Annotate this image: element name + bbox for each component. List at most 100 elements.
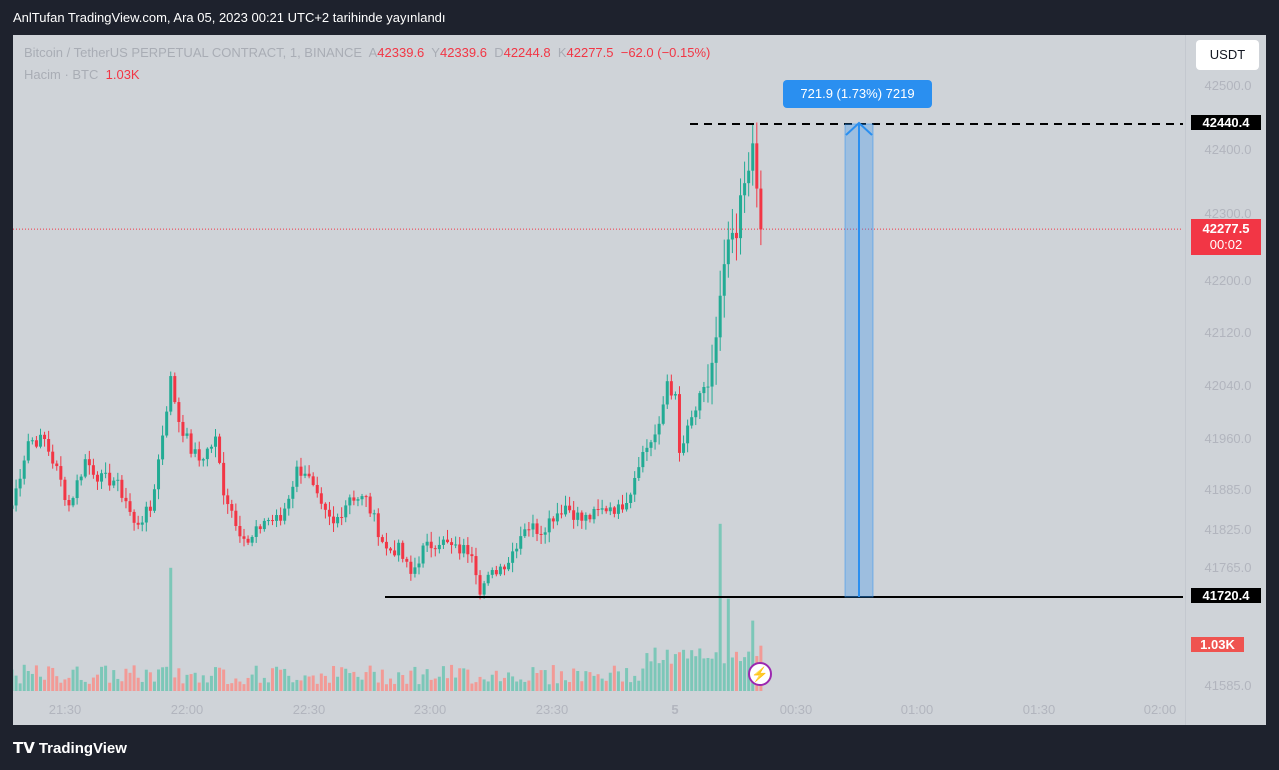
volume-bar [299, 680, 303, 691]
candle-body [152, 489, 156, 511]
chart-panel[interactable]: Bitcoin / TetherUS PERPETUAL CONTRACT, 1… [13, 35, 1266, 725]
volume-bar [291, 682, 295, 691]
price-axis-label: 42120.0 [1204, 325, 1252, 340]
candle-body [718, 295, 722, 338]
volume-bar [559, 671, 563, 691]
candle-body [478, 575, 482, 595]
symbol-name[interactable]: Bitcoin / TetherUS PERPETUAL CONTRACT, 1… [24, 45, 363, 60]
volume-bar [201, 675, 205, 691]
candle-body [116, 479, 120, 481]
candle-body [576, 512, 580, 520]
volume-bar [621, 681, 624, 691]
candle-body [344, 505, 348, 518]
lightning-icon[interactable]: ⚡ [748, 662, 772, 686]
candle-body [677, 394, 681, 453]
ohlc-legend: Bitcoin / TetherUS PERPETUAL CONTRACT, 1… [24, 45, 710, 60]
candle-body [649, 442, 653, 448]
candle-body [71, 498, 75, 506]
time-axis-label: 22:00 [170, 702, 204, 717]
candle-body [702, 386, 706, 394]
volume-bar [417, 684, 421, 691]
high-value: 42339.6 [439, 45, 487, 60]
candle-body [694, 410, 698, 418]
volume-bar [22, 664, 26, 691]
candle-body [348, 497, 352, 506]
candle-body [144, 506, 148, 523]
volume-bar [340, 667, 344, 691]
volume-bar [181, 683, 185, 691]
candle-body [332, 516, 336, 524]
volume-bar [669, 663, 673, 691]
candle-body [751, 143, 755, 171]
low-value: 42244.8 [503, 45, 551, 60]
volume-bar [332, 665, 336, 691]
time-axis-label: 23:30 [535, 702, 569, 717]
candle-body [368, 496, 372, 514]
volume-bar [722, 663, 726, 691]
volume-bar [218, 667, 222, 691]
volume-bar [466, 669, 470, 691]
volume-bar [209, 675, 213, 691]
volume-bar [718, 523, 722, 691]
candle-body [673, 394, 677, 396]
time-axis-label: 02:00 [1143, 702, 1177, 717]
candle-body [136, 522, 140, 525]
candle-body [384, 541, 388, 549]
candle-body [376, 513, 380, 538]
candle-body [608, 507, 612, 512]
volume-bar [161, 667, 165, 691]
volume-bar [193, 672, 197, 691]
volume-bar [372, 671, 376, 691]
volume-bar [564, 680, 568, 691]
volume-bar [13, 669, 14, 691]
volume-bar [462, 668, 466, 691]
price-axis-divider [1185, 35, 1186, 725]
candle-body [397, 542, 401, 556]
candle-body [189, 433, 193, 454]
volume-bar [600, 678, 604, 691]
candle-body [283, 508, 287, 521]
volume-bar [478, 676, 482, 691]
volume-bar [568, 682, 572, 691]
candle-body [108, 472, 112, 486]
candle-body [323, 503, 327, 510]
volume-bar [222, 669, 226, 691]
candle-body [710, 362, 714, 387]
candle-body [258, 526, 262, 530]
time-axis-label: 5 [671, 702, 679, 717]
candle-body [128, 501, 132, 512]
tradingview-logo[interactable]: 𝗧𝗩 TradingView [13, 739, 127, 758]
volume-bar [413, 666, 417, 691]
close-label: K [557, 45, 567, 60]
volume-bar [665, 649, 669, 691]
currency-button[interactable]: USDT [1196, 40, 1259, 70]
volume-bar [258, 682, 262, 691]
candle-body [275, 515, 279, 521]
volume-bar [352, 671, 356, 691]
volume-bar [270, 668, 274, 691]
volume-bar [295, 679, 299, 691]
candle-body [653, 434, 657, 443]
volume-bar [677, 652, 681, 691]
candle-body [393, 550, 397, 556]
volume-bar [368, 665, 372, 691]
candle-body [51, 451, 55, 464]
high-label: Y [431, 45, 440, 60]
volume-label[interactable]: Hacim · BTC [24, 67, 99, 82]
candle-body [755, 143, 759, 189]
candle-body [214, 436, 217, 447]
volume-bar [108, 682, 112, 691]
price-axis-label: 42300.0 [1204, 206, 1252, 221]
candle-body [527, 529, 531, 531]
candle-body [14, 488, 18, 506]
volume-bar [686, 658, 690, 691]
price-chart[interactable] [13, 35, 1266, 725]
volume-bar [612, 665, 616, 691]
candle-body [722, 264, 726, 296]
volume-bar [307, 676, 311, 691]
candle-body [682, 443, 686, 453]
volume-bar [698, 648, 702, 691]
volume-bar [87, 683, 91, 691]
candle-body [450, 542, 454, 546]
volume-bar [543, 670, 547, 691]
